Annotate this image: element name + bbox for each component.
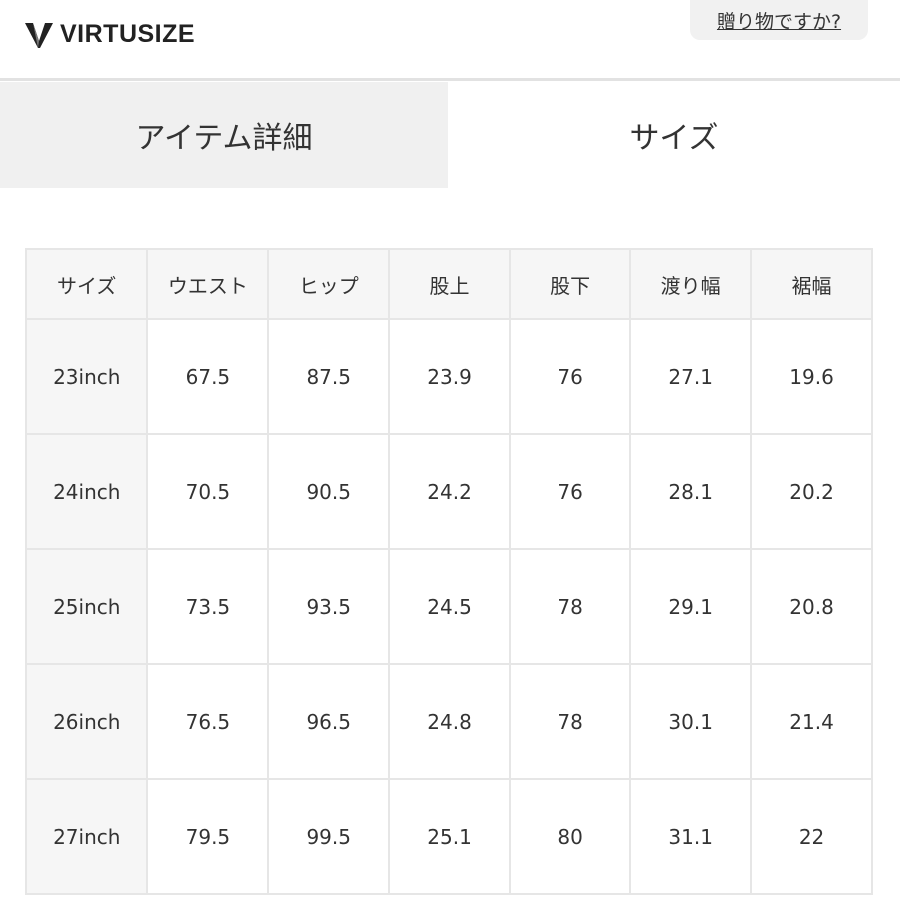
table-cell: 20.2: [750, 433, 873, 550]
table-cell: 23.9: [388, 318, 511, 435]
size-table: サイズ ウエスト ヒップ 股上 股下 渡り幅 裾幅 23inch 67.5 87.5 23.9 76…: [24, 248, 873, 895]
size-label-cell: 24inch: [24, 433, 149, 550]
table-row: 26inch 76.5 96.5 24.8 78 30.1 21.4: [24, 663, 873, 780]
table-row: 23inch 67.5 87.5 23.9 76 27.1 19.6: [24, 318, 873, 435]
table-cell: 27.1: [629, 318, 753, 435]
size-label-cell: 26inch: [24, 663, 149, 780]
table-cell: 29.1: [629, 548, 753, 665]
table-cell: 19.6: [750, 318, 873, 435]
table-cell: 24.8: [388, 663, 511, 780]
table-cell: 73.5: [146, 548, 270, 665]
table-cell: 93.5: [267, 548, 391, 665]
header: VIRTUSIZE 贈り物ですか?: [0, 0, 900, 81]
table-cell: 87.5: [267, 318, 391, 435]
size-label-cell: 23inch: [24, 318, 149, 435]
column-header: 渡り幅: [629, 248, 753, 320]
table-row: 27inch 79.5 99.5 25.1 80 31.1 22: [24, 778, 873, 895]
table-cell: 21.4: [750, 663, 873, 780]
column-header: ヒップ: [267, 248, 391, 320]
column-header: 股上: [388, 248, 511, 320]
column-header: ウエスト: [146, 248, 270, 320]
virtusize-v-icon: [25, 22, 53, 48]
table-cell: 80: [508, 778, 632, 895]
table-cell: 90.5: [267, 433, 391, 550]
table-cell: 24.5: [388, 548, 511, 665]
table-cell: 22: [750, 778, 873, 895]
tab-item-details[interactable]: アイテム詳細: [0, 82, 448, 188]
table-cell: 76.5: [146, 663, 270, 780]
table-cell: 70.5: [146, 433, 270, 550]
table-row: 25inch 73.5 93.5 24.5 78 29.1 20.8: [24, 548, 873, 665]
virtusize-logo: VIRTUSIZE: [24, 20, 195, 49]
table-cell: 96.5: [267, 663, 391, 780]
size-label-cell: 27inch: [24, 778, 149, 895]
table-cell: 99.5: [267, 778, 391, 895]
column-header: サイズ: [24, 248, 149, 320]
table-cell: 78: [508, 548, 632, 665]
logo-text: VIRTUSIZE: [60, 20, 196, 48]
table-cell: 25.1: [388, 778, 511, 895]
table-cell: 76: [508, 433, 632, 550]
table-cell: 20.8: [750, 548, 873, 665]
table-cell: 31.1: [629, 778, 753, 895]
table-row: 24inch 70.5 90.5 24.2 76 28.1 20.2: [24, 433, 873, 550]
table-cell: 30.1: [629, 663, 753, 780]
tab-size[interactable]: サイズ: [448, 82, 900, 188]
column-header: 股下: [508, 248, 632, 320]
gift-link[interactable]: 贈り物ですか?: [690, 0, 868, 40]
table-cell: 79.5: [146, 778, 270, 895]
table-cell: 67.5: [146, 318, 270, 435]
size-label-cell: 25inch: [24, 548, 149, 665]
column-header: 裾幅: [750, 248, 873, 320]
table-cell: 28.1: [629, 433, 753, 550]
table-cell: 24.2: [388, 433, 511, 550]
table-cell: 76: [508, 318, 632, 435]
table-header-row: サイズ ウエスト ヒップ 股上 股下 渡り幅 裾幅: [24, 248, 873, 320]
table-cell: 78: [508, 663, 632, 780]
